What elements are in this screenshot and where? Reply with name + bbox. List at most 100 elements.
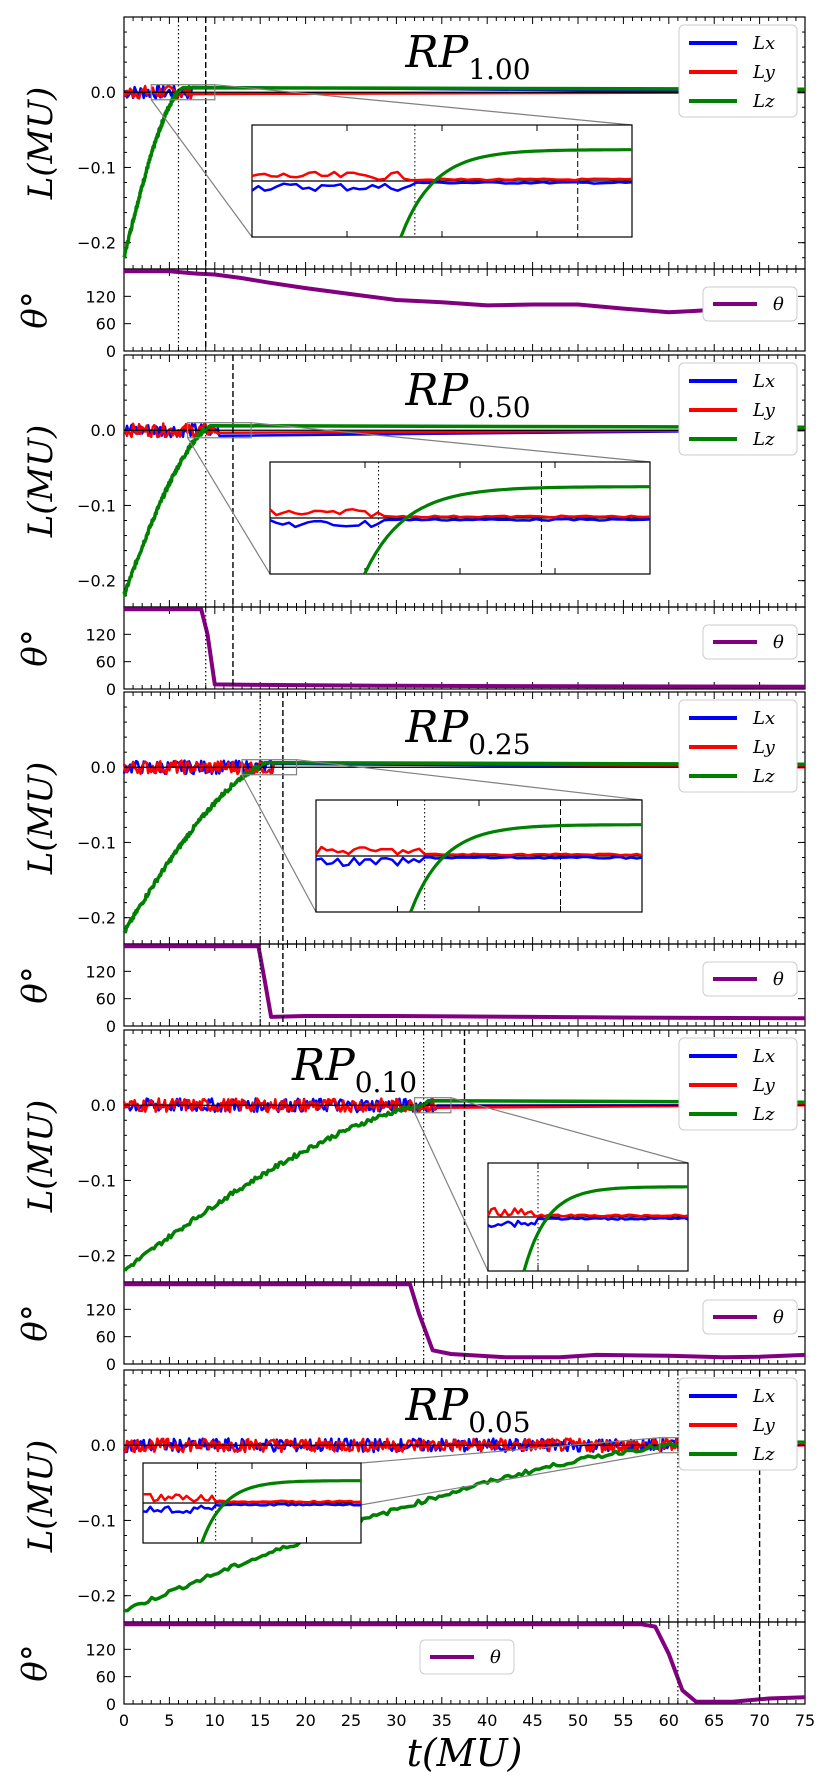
legend-label: Lz bbox=[752, 1444, 775, 1465]
inset-plot bbox=[251, 124, 633, 238]
legend-label: θ bbox=[773, 632, 784, 653]
legend-label: Lx bbox=[752, 1046, 775, 1067]
zoom-connector bbox=[251, 422, 651, 463]
legend-label: Lx bbox=[752, 371, 775, 392]
ly-series bbox=[122, 1097, 806, 1114]
x-tick-label: 65 bbox=[704, 1711, 724, 1730]
theta-axis-label: θ° bbox=[15, 629, 55, 666]
theta-tick-label: 120 bbox=[85, 287, 116, 306]
inset-ly-series bbox=[142, 1492, 361, 1504]
inset-lx-series bbox=[142, 1502, 362, 1515]
inset-plot bbox=[269, 461, 651, 575]
legend-label: Ly bbox=[752, 62, 776, 83]
inset-lx-series bbox=[487, 1216, 689, 1229]
x-tick-label: 55 bbox=[613, 1711, 633, 1730]
l-legend: Lx Ly Lz bbox=[678, 24, 798, 118]
x-tick-label: 40 bbox=[477, 1711, 497, 1730]
x-tick-label: 5 bbox=[164, 1711, 174, 1730]
x-tick-label: 30 bbox=[386, 1711, 406, 1730]
theta-axes-frame bbox=[123, 1621, 806, 1705]
panel-title-subscript: 0.25 bbox=[468, 728, 530, 761]
theta-axes-frame bbox=[123, 268, 806, 352]
theta-tick-label: 60 bbox=[96, 653, 116, 672]
theta-tick-label: 120 bbox=[85, 1300, 116, 1319]
l-axis-label: L(MU) bbox=[21, 1100, 61, 1214]
x-tick-label: 60 bbox=[659, 1711, 679, 1730]
zoom-connector bbox=[187, 437, 271, 575]
legend-label: Lx bbox=[752, 33, 775, 54]
l-legend: Lx Ly Lz bbox=[678, 1377, 798, 1471]
l-axis-label: L(MU) bbox=[21, 425, 61, 539]
inset-ly-series bbox=[251, 170, 633, 182]
zoom-connector bbox=[296, 759, 643, 801]
panel-title: RP1.00 bbox=[404, 27, 530, 86]
theta-tick-label: 60 bbox=[96, 315, 116, 334]
legend-frame bbox=[678, 24, 798, 118]
zoom-box bbox=[241, 759, 298, 776]
ly-series bbox=[122, 759, 806, 776]
lz-series bbox=[122, 85, 806, 259]
theta-legend: θ bbox=[419, 1639, 515, 1675]
x-tick-label: 50 bbox=[568, 1711, 588, 1730]
x-tick-label: 20 bbox=[295, 1711, 315, 1730]
zoom-box bbox=[413, 1097, 452, 1114]
y-tick-label: −0.1 bbox=[77, 1511, 116, 1530]
legend-label: Ly bbox=[752, 1415, 776, 1436]
panel-title-subscript: 1.00 bbox=[468, 53, 530, 86]
x-tick-label: 45 bbox=[522, 1711, 542, 1730]
y-tick-label: 0.0 bbox=[91, 1096, 116, 1115]
legend-label: Lx bbox=[752, 1386, 775, 1407]
theta-series bbox=[124, 607, 806, 689]
inset-lx-series bbox=[269, 517, 651, 529]
y-tick-label: 0.0 bbox=[91, 1436, 116, 1455]
inset-lz-series bbox=[399, 148, 632, 238]
ly-series bbox=[122, 84, 806, 101]
y-tick-label: −0.2 bbox=[77, 1247, 116, 1266]
theta-axis-label: θ° bbox=[15, 966, 55, 1003]
theta-axes-frame bbox=[123, 943, 806, 1027]
theta-tick-label: 0 bbox=[106, 1355, 116, 1374]
inset-plot bbox=[142, 1462, 362, 1544]
zoom-connector bbox=[241, 774, 317, 913]
theta-tick-label: 120 bbox=[85, 1640, 116, 1659]
y-tick-label: −0.1 bbox=[77, 158, 116, 177]
legend-label: Lz bbox=[752, 429, 775, 450]
zoom-connector bbox=[150, 99, 253, 238]
inset-plot bbox=[486, 1162, 689, 1272]
y-tick-label: −0.1 bbox=[77, 833, 116, 852]
lz-series bbox=[124, 1098, 806, 1272]
theta-axes-frame bbox=[123, 606, 806, 690]
lz-series bbox=[122, 423, 806, 597]
theta-tick-label: 0 bbox=[106, 1017, 116, 1036]
theta-tick-label: 60 bbox=[96, 1328, 116, 1347]
zoom-connector bbox=[414, 1112, 489, 1272]
x-axis-label: t(MU) bbox=[407, 1731, 523, 1775]
y-tick-label: 0.0 bbox=[91, 758, 116, 777]
zoom-connector bbox=[360, 1437, 660, 1464]
y-tick-label: 0.0 bbox=[91, 421, 116, 440]
legend-label: θ bbox=[490, 1647, 501, 1668]
inset-ly-series bbox=[269, 507, 651, 519]
inset-ly-series bbox=[486, 1206, 689, 1218]
legend-label: θ bbox=[773, 1307, 784, 1328]
inset-lz-series bbox=[200, 1479, 361, 1544]
zoom-connector bbox=[450, 1097, 689, 1164]
l-legend: Lx Ly Lz bbox=[678, 362, 798, 456]
panel-0.10: 0.0 −0.1 −0.2 L(MU) RP0.10 Lx Ly Lz 120 60 0 θ° θ bbox=[15, 1029, 806, 1374]
l-legend: Lx Ly Lz bbox=[678, 699, 798, 793]
y-tick-label: −0.1 bbox=[77, 496, 116, 515]
legend-label: Lz bbox=[752, 1104, 775, 1125]
legend-label: θ bbox=[773, 294, 784, 315]
y-tick-label: −0.2 bbox=[77, 909, 116, 928]
legend-frame bbox=[678, 362, 798, 456]
inset-lz-series bbox=[522, 1185, 688, 1272]
theta-tick-label: 60 bbox=[96, 1668, 116, 1687]
theta-legend: θ bbox=[702, 624, 798, 660]
panel-title: RP0.50 bbox=[404, 365, 530, 424]
theta-series bbox=[124, 1622, 806, 1704]
inset-lx-series bbox=[315, 855, 643, 868]
theta-tick-label: 0 bbox=[106, 1695, 116, 1714]
x-axis: 0 5 10 15 20 25 30 35 40 45 50 55 60 65 70 75 t(MU) bbox=[119, 1711, 815, 1775]
l-axis-label: L(MU) bbox=[21, 1440, 61, 1554]
